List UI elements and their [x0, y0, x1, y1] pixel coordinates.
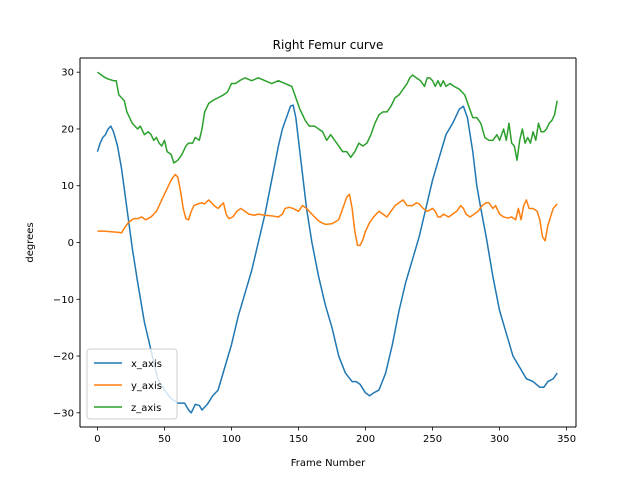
- legend-label-z-axis: z_axis: [131, 403, 161, 414]
- x-tick-label: 250: [423, 434, 442, 445]
- x-ticks: 0 50 100 150 200 250 300 350: [94, 427, 576, 445]
- y-tick-label: −20: [53, 352, 74, 363]
- series-line-z-axis: [96, 71, 558, 164]
- legend-label-y-axis: y_axis: [131, 381, 162, 392]
- x-tick-label: 200: [356, 434, 375, 445]
- x-tick-label: 350: [557, 434, 576, 445]
- chart-title: Right Femur curve: [273, 38, 384, 52]
- x-axis-label: Frame Number: [291, 458, 366, 469]
- x-tick-label: 50: [158, 434, 171, 445]
- y-tick-label: 20: [61, 124, 74, 135]
- y-axis-label: degrees: [25, 222, 36, 262]
- legend-label-x-axis: x_axis: [131, 359, 162, 370]
- y-tick-label: 10: [61, 181, 74, 192]
- y-tick-label: −30: [53, 408, 74, 419]
- x-tick-label: 150: [289, 434, 308, 445]
- legend-box: [86, 348, 178, 420]
- x-tick-label: 300: [490, 434, 509, 445]
- x-tick-label: 100: [222, 434, 241, 445]
- y-tick-label: −10: [53, 295, 74, 306]
- y-ticks: −30 −20 −10 0 10 20 30: [53, 68, 80, 419]
- series-line-y-axis: [97, 173, 558, 247]
- y-tick-label: 0: [68, 238, 74, 249]
- x-tick-label: 0: [94, 434, 100, 445]
- legend: x_axis y_axis z_axis: [86, 348, 178, 420]
- y-tick-label: 30: [61, 68, 74, 79]
